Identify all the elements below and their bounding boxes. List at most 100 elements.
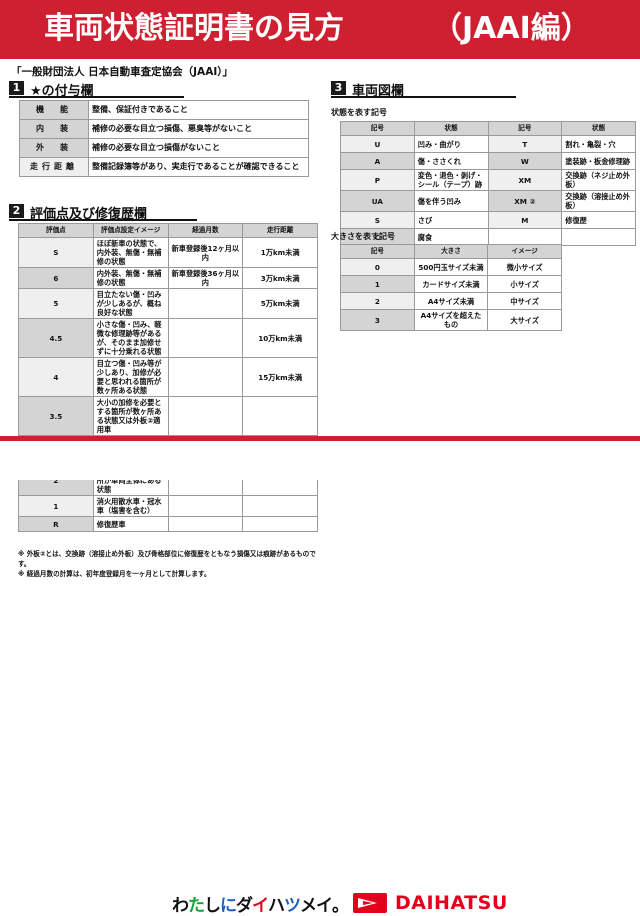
star-row-text: 補修の必要な目立つ損傷、悪臭等がないこと bbox=[88, 119, 309, 139]
sym-desc-right bbox=[561, 228, 636, 246]
sym-desc-left: 凹み・曲がり bbox=[413, 135, 489, 153]
star-row-text: 整備記録簿等があり、実走行であることが確認できること bbox=[88, 157, 309, 177]
sym-code-right: T bbox=[487, 135, 563, 153]
size-symbol-table: 記号 大きさ イメージ 0 500円玉サイズ未満 微小サイズ 1 カードサイズ未… bbox=[340, 244, 562, 331]
tagline-char: ダ bbox=[236, 896, 253, 916]
evaluation-notes: ※ 外板②とは、交換跡（溶接止め外板）及び骨格部位に修復歴をともなう損傷又は痕跡… bbox=[18, 550, 321, 580]
eval-image: 消火用散水車・冠水車（塩害を含む） bbox=[92, 495, 169, 517]
size-label: A4サイズを超えたもの bbox=[413, 309, 489, 331]
sym-desc-right: 塗装跡・板金修理跡 bbox=[561, 152, 636, 170]
tagline-char: ハ bbox=[268, 896, 285, 916]
table-row: 外 装 補修の必要な目立つ損傷がないこと bbox=[19, 138, 309, 158]
section-evaluation: 2 評価点及び修復歴欄 評価点 評価点設定イメージ 経過月数 走行距離 S bbox=[9, 204, 321, 578]
size-label: 500円玉サイズ未満 bbox=[413, 258, 489, 276]
star-row-label: 走行距離 bbox=[19, 157, 89, 177]
eval-months bbox=[167, 288, 244, 319]
eval-score: R bbox=[18, 516, 94, 532]
table-row: UA 傷を伴う凹み XM ② 交換跡（溶接止め外板） bbox=[340, 190, 636, 212]
sym-code-right: M bbox=[487, 211, 563, 229]
sym-desc-right: 割れ・亀裂・穴 bbox=[561, 135, 636, 153]
table-row: R 修復歴車 bbox=[18, 516, 318, 532]
size-header-image: イメージ bbox=[487, 244, 562, 259]
eval-months: 新車登録後12ヶ月以内 bbox=[167, 237, 244, 268]
sym-desc-left: 変色・退色・剥げ・シール（テープ）跡 bbox=[413, 169, 489, 191]
eval-image: 内外装、無傷・無補修の状態 bbox=[92, 267, 169, 289]
table-header-row: 記号 状態 記号 状態 bbox=[340, 121, 636, 136]
table-row: C 腐食 bbox=[340, 228, 636, 246]
size-header-size: 大きさ bbox=[413, 244, 489, 259]
size-image: 大サイズ bbox=[487, 309, 562, 331]
table-row: 走行距離 整備記録簿等があり、実走行であることが確認できること bbox=[19, 157, 309, 177]
eval-image: 目立たない傷・凹みが少しあるが、概ね良好な状態 bbox=[92, 288, 169, 319]
section-vehicle-diagram: 3 車両図欄 状態を表す記号 記号 状態 記号 状態 U bbox=[331, 81, 639, 341]
table-row: S さび M 修復歴 bbox=[340, 211, 636, 229]
star-row-label: 内 装 bbox=[19, 119, 89, 139]
eval-image: 目立つ傷・凹み等が少しあり、加修が必要と思われる箇所が数ヶ所ある状態 bbox=[92, 357, 169, 397]
table-row: 0 500円玉サイズ未満 微小サイズ bbox=[340, 258, 562, 276]
section2-title: 評価点及び修復歴欄 bbox=[30, 207, 148, 222]
eval-distance: 3万km未満 bbox=[242, 267, 318, 289]
tagline-char: ツ bbox=[284, 896, 301, 916]
size-subhead: 大きさを表す記号 bbox=[331, 232, 395, 241]
sym-header-state-right: 状態 bbox=[561, 121, 636, 136]
table-row: S ほぼ新車の状態で、内外装、無傷・無補修の状態 新車登録後12ヶ月以内 1万k… bbox=[18, 237, 318, 268]
section3-number: 3 bbox=[331, 81, 346, 95]
section3-title: 車両図欄 bbox=[352, 84, 405, 99]
header-banner: 車両状態証明書の見方 （JAAI編） bbox=[0, 0, 640, 59]
section1-title: ★の付与欄 bbox=[30, 84, 94, 99]
eval-months bbox=[167, 318, 244, 358]
section1-rule bbox=[9, 96, 184, 98]
table-header-row: 評価点 評価点設定イメージ 経過月数 走行距離 bbox=[18, 223, 318, 238]
section-star-grant: 1 ★の付与欄 機 能 整備、保証付きであること 内 装 補修の必要な目立つ損傷… bbox=[9, 81, 313, 177]
sym-code-left: S bbox=[340, 211, 415, 229]
table-row: 5 目立たない傷・凹みが少しあるが、概ね良好な状態 5万km未満 bbox=[18, 288, 318, 319]
eval-distance: 1万km未満 bbox=[242, 237, 318, 268]
sym-code-right: W bbox=[487, 152, 563, 170]
size-code: 1 bbox=[340, 275, 415, 293]
tagline-char: 。 bbox=[332, 896, 349, 916]
table-row: A 傷・ささくれ W 塗装跡・板金修理跡 bbox=[340, 152, 636, 170]
note-line: ※ 外板②とは、交換跡（溶接止め外板）及び骨格部位に修復歴をともなう損傷又は痕跡… bbox=[18, 550, 316, 568]
star-row-label: 機 能 bbox=[19, 100, 89, 120]
sym-code-left: C bbox=[340, 228, 415, 246]
size-label: カードサイズ未満 bbox=[413, 275, 489, 293]
table-row: 6 内外装、無傷・無補修の状態 新車登録後36ヶ月以内 3万km未満 bbox=[18, 267, 318, 289]
table-row: P 変色・退色・剥げ・シール（テープ）跡 XM 交換跡（ネジ止め外板） bbox=[340, 169, 636, 191]
footer-divider bbox=[0, 436, 640, 441]
sym-desc-right: 交換跡（溶接止め外板） bbox=[561, 190, 636, 212]
eval-score: S bbox=[18, 237, 94, 268]
eval-distance bbox=[242, 516, 318, 532]
table-row: U 凹み・曲がり T 割れ・亀裂・穴 bbox=[340, 135, 636, 153]
size-label: A4サイズ未満 bbox=[413, 292, 489, 310]
sym-code-left: P bbox=[340, 169, 415, 191]
section2-number: 2 bbox=[9, 204, 24, 218]
right-column: 3 車両図欄 状態を表す記号 記号 状態 記号 状態 U bbox=[322, 59, 640, 436]
eval-header-image: 評価点設定イメージ bbox=[92, 223, 169, 238]
star-row-text: 整備、保証付きであること bbox=[88, 100, 309, 120]
state-symbol-table: 記号 状態 記号 状態 U 凹み・曲がり T 割れ・亀裂・穴 A bbox=[340, 121, 636, 246]
sym-code-right: XM ② bbox=[487, 190, 563, 212]
eval-score: 5 bbox=[18, 288, 94, 319]
size-code: 3 bbox=[340, 309, 415, 331]
sym-desc-left: 腐食 bbox=[413, 228, 489, 246]
table-row: 機 能 整備、保証付きであること bbox=[19, 100, 309, 120]
daihatsu-logo-icon bbox=[353, 893, 387, 913]
sym-desc-left: 傷・ささくれ bbox=[413, 152, 489, 170]
table-header-row: 記号 大きさ イメージ bbox=[340, 244, 562, 259]
table-row: 2 A4サイズ未満 中サイズ bbox=[340, 292, 562, 310]
eval-score: 1 bbox=[18, 495, 94, 517]
evaluation-table: 評価点 評価点設定イメージ 経過月数 走行距離 S ほぼ新車の状態で、内外装、無… bbox=[18, 223, 318, 532]
organization-line: 「一般財団法人 日本自動車査定協会（JAAI）」 bbox=[11, 66, 233, 78]
tagline-char: イ bbox=[316, 896, 333, 916]
size-image: 微小サイズ bbox=[487, 258, 562, 276]
section2-heading: 2 評価点及び修復歴欄 bbox=[9, 204, 321, 222]
eval-image: 大小の加修を必要とする箇所が数ヶ所ある状態又は外板②適用車 bbox=[92, 396, 169, 436]
table-row: 3.5 大小の加修を必要とする箇所が数ヶ所ある状態又は外板②適用車 bbox=[18, 396, 318, 436]
star-row-text: 補修の必要な目立つ損傷がないこと bbox=[88, 138, 309, 158]
eval-header-score: 評価点 bbox=[18, 223, 94, 238]
size-image: 小サイズ bbox=[487, 275, 562, 293]
sym-desc-right: 修復歴 bbox=[561, 211, 636, 229]
section3-heading: 3 車両図欄 bbox=[331, 81, 639, 99]
page-title: 車両状態証明書の見方 bbox=[44, 11, 344, 46]
page-title-suffix: （JAAI編） bbox=[432, 11, 591, 46]
